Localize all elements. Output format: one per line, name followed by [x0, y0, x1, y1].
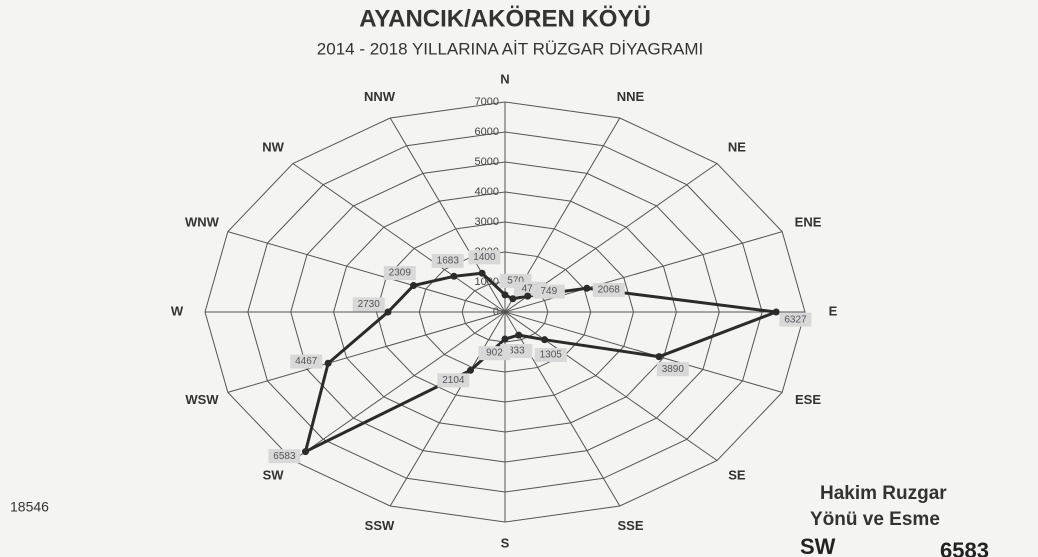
value-label: 2309 [389, 268, 412, 279]
value-label: 6327 [784, 314, 807, 325]
direction-label: ENE [795, 215, 822, 230]
data-point [524, 292, 532, 300]
note-line: Yönü ve Esme [810, 509, 940, 530]
value-label: 1683 [437, 256, 460, 267]
value-label-box [290, 354, 323, 369]
value-label-box [532, 284, 565, 299]
spoke [227, 311, 506, 393]
value-label-box [534, 348, 567, 363]
data-point [501, 335, 509, 343]
value-label: 902 [486, 348, 503, 359]
value-label-box [431, 253, 464, 268]
spoke [504, 311, 783, 393]
value-label: 570 [507, 275, 524, 286]
direction-label: NNE [617, 89, 645, 104]
data-point [515, 331, 523, 339]
spoke [504, 311, 718, 461]
value-label: 3890 [662, 364, 685, 375]
data-point [501, 291, 509, 299]
value-label-box [352, 297, 385, 312]
direction-label: SE [728, 467, 746, 482]
direction-label: S [501, 535, 510, 550]
value-label: 1305 [540, 350, 563, 361]
data-point [509, 295, 517, 303]
chart-title: AYANCIK/AKÖREN KÖYÜ [359, 5, 651, 32]
dominant-value: 6583 [940, 538, 989, 557]
value-label-box [592, 282, 625, 297]
value-label: 833 [508, 346, 525, 357]
direction-label: W [171, 303, 184, 318]
value-label: 4467 [295, 356, 318, 367]
direction-label: ESE [795, 392, 821, 407]
value-label-box [468, 250, 501, 265]
value-label: 2104 [442, 375, 465, 386]
data-point [302, 448, 310, 456]
direction-label: WNW [185, 215, 220, 230]
y-tick-label: 7000 [475, 96, 499, 108]
y-tick-label: 3000 [475, 216, 499, 228]
spoke [389, 311, 506, 507]
value-label: 478 [522, 283, 539, 294]
data-point [772, 308, 780, 316]
value-label-box [478, 346, 511, 361]
data-point [478, 269, 486, 277]
value-label: 749 [540, 286, 557, 297]
direction-label: NNW [364, 89, 396, 104]
direction-label: SSE [618, 518, 644, 533]
data-point [541, 336, 549, 344]
direction-label: NW [262, 139, 284, 154]
direction-label: N [500, 71, 509, 86]
data-point [655, 353, 663, 361]
y-tick-label: 4000 [475, 186, 499, 198]
note-line: Hakim Ruzgar [820, 483, 947, 504]
chart-subtitle: 2014 - 2018 YILLARINA AİT RÜZGAR DİYAGRA… [317, 39, 703, 58]
direction-label: WSW [185, 392, 219, 407]
value-label: 2068 [598, 285, 621, 296]
data-point [450, 272, 458, 280]
value-label-box [437, 373, 470, 388]
spoke [292, 163, 506, 313]
value-label: 1400 [473, 252, 496, 263]
value-label-box [268, 449, 301, 464]
value-label-box [779, 312, 812, 327]
direction-label: E [829, 303, 838, 318]
data-point [410, 281, 418, 289]
data-point [324, 359, 332, 367]
data-point [583, 284, 591, 292]
dominant-direction: SW [800, 534, 836, 557]
y-tick-label: 6000 [475, 126, 499, 138]
data-point [384, 308, 392, 316]
spoke [227, 231, 506, 313]
value-label-box [656, 362, 689, 377]
y-tick-label: 5000 [475, 156, 499, 168]
value-label: 6583 [273, 451, 296, 462]
spoke [292, 311, 506, 461]
value-label-box [383, 266, 416, 281]
spoke [389, 117, 506, 313]
direction-label: SW [263, 467, 285, 482]
direction-label: NE [728, 139, 746, 154]
value-label: 2730 [358, 299, 381, 310]
total-label: 18546 [10, 499, 49, 515]
data-point [466, 366, 474, 374]
direction-label: SSW [365, 518, 395, 533]
